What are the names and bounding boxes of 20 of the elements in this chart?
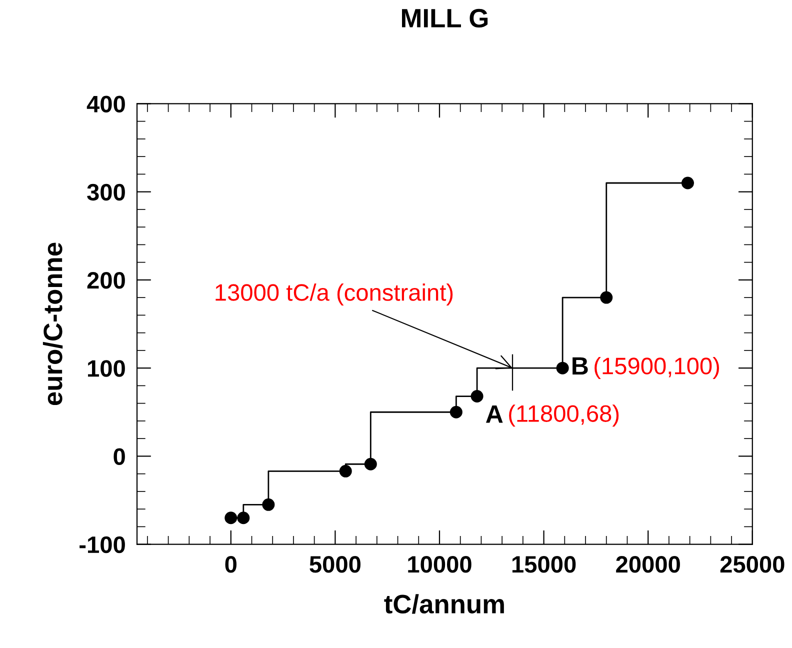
x-tick-label: 5000 [310,556,360,573]
y-tick-label: -100 [80,536,125,554]
annotation: (15900,100) [594,357,719,380]
x-axis-title: tC/annum [384,594,504,614]
y-tick-label: 100 [88,360,125,377]
x-tick-label: 10000 [408,556,472,573]
y-tick-label: 200 [87,272,125,289]
y-axis-title: euro/C-tonne [42,242,63,406]
y-tick-label: 300 [87,184,125,201]
x-tick-label: 20000 [616,556,680,573]
annotation: 13000 tC/a (constraint) [216,284,453,306]
chart-title: MILL G [402,8,488,28]
annotation: (11800,68) [509,404,619,427]
x-tick-label: 15000 [512,556,576,573]
annotation: B [572,357,588,375]
y-tick-label: 400 [86,96,125,112]
y-tick-label: 0 [114,448,125,465]
x-tick-label: 0 [225,556,236,573]
annotation: A [486,406,503,423]
x-tick-label: 25000 [720,556,784,573]
